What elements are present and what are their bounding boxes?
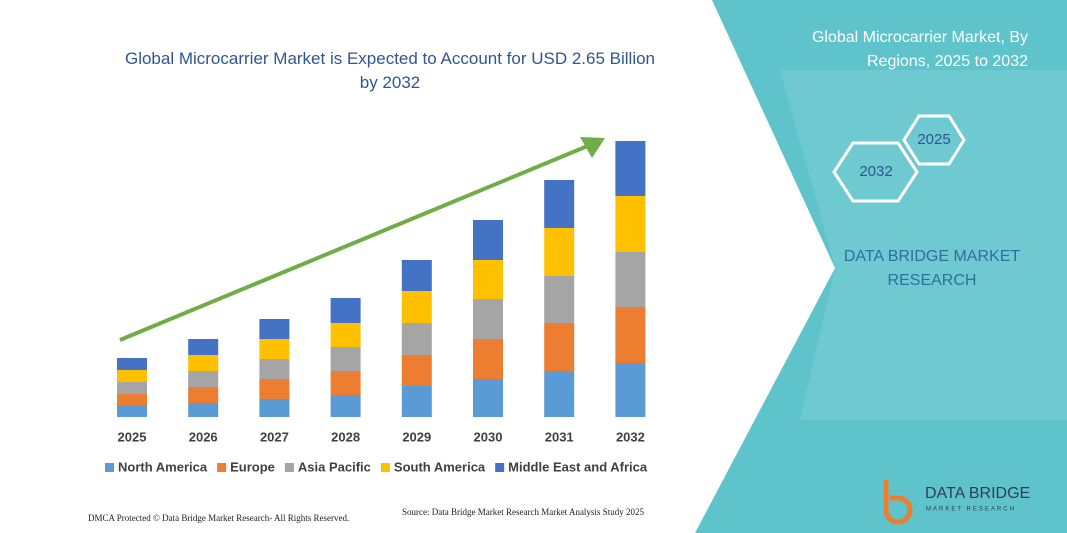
footer-dmca: DMCA Protected © Data Bridge Market Rese… [88,513,349,523]
bar-segment [117,358,147,370]
bar-segment [259,379,290,399]
x-tick-label: 2026 [189,429,218,444]
bar-segment [117,405,147,417]
legend-label: South America [394,459,486,474]
bar-segment [330,395,361,417]
bar-segment [259,359,290,379]
arrow-head [580,137,605,158]
bar-segment [473,339,503,379]
bar-segment [330,347,361,371]
logo-name: DATA BRIDGE [925,485,1030,502]
hex-label: 2032 [859,163,892,180]
logo-tagline: MARKET RESEARCH [926,507,1016,513]
bar-segment [544,228,575,276]
bar-segment [330,323,361,347]
bar-segment [259,319,290,339]
bar-segment [473,379,503,417]
bar-segment [401,355,432,386]
bar-segment [473,299,503,339]
legend-swatch [105,463,114,472]
bar-segment [259,399,290,417]
brand-text: DATA BRIDGE MARKET [844,248,1021,265]
legend-label: Asia Pacific [298,459,371,474]
bar-segment [188,355,219,371]
chart-title: Global Microcarrier Market is Expected t… [125,49,655,92]
bar-segment [117,370,147,382]
bar-segment [330,298,361,323]
x-tick-label: 2029 [402,429,431,444]
bar-segment [401,386,432,417]
bar-segment [473,260,503,299]
bar-segment [401,323,432,355]
hexagon [902,114,966,166]
bar-segment [544,323,575,371]
bar-segment [401,291,432,323]
panel-title: Regions, 2025 to 2032 [867,53,1028,70]
bar-segment [259,339,290,359]
trend-arrow [119,143,591,342]
legend-swatch [284,463,294,472]
bar-segment [615,196,646,252]
bar-segment [615,363,646,417]
bar-segment [330,371,361,395]
bar-segment [188,403,219,417]
x-tick-label: 2032 [616,429,645,444]
x-tick-label: 2025 [118,429,147,444]
brand-text: RESEARCH [888,272,977,289]
legend-swatch [217,463,227,472]
x-tick-label: 2030 [474,429,503,444]
bar-segment [544,180,575,228]
hexagon [832,141,919,203]
bar-segment [117,394,147,405]
x-tick-label: 2031 [545,429,574,444]
logo-mark [883,480,913,525]
legend-label: Europe [230,459,275,474]
bar-segment [188,387,219,403]
x-tick-label: 2028 [331,429,360,444]
legend-label: Middle East and Africa [508,459,648,474]
bar-segment [615,252,646,307]
legend-swatch [495,463,505,472]
legend-label: North America [118,459,208,474]
bar-segment [188,371,219,387]
bar-segment [117,382,147,394]
hex-label: 2025 [917,131,950,148]
bar-segment [188,339,219,355]
footer-source: Source: Data Bridge Market Research Mark… [402,507,644,517]
side-panel-inner [780,70,1067,420]
bar-segment [544,276,575,323]
x-tick-label: 2027 [260,429,289,444]
bar-segment [401,260,432,291]
panel-title: Global Microcarrier Market, By [812,29,1028,46]
legend-swatch [380,463,390,472]
bar-segment [615,141,646,196]
bar-segment [615,307,646,363]
bar-segment [544,371,575,417]
bar-segment [473,220,503,260]
